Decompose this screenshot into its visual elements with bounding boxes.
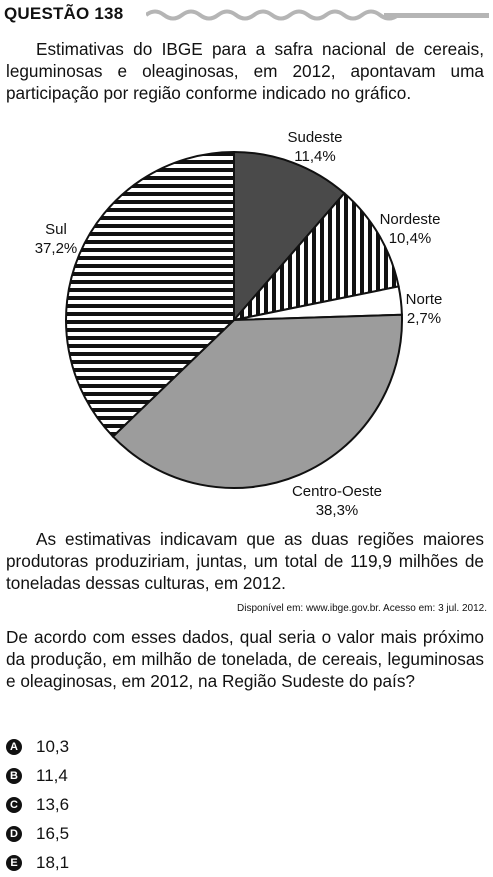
slice-label-sudeste: Sudeste: [287, 129, 342, 146]
option-d[interactable]: D 16,5: [6, 819, 69, 848]
slice-value-centro-oeste: 38,3%: [316, 502, 359, 519]
question-header: QUESTÃO 138: [4, 4, 489, 26]
slice-value-sudeste: 11,4%: [294, 148, 335, 165]
option-b-text: 11,4: [36, 765, 68, 785]
header-wave-decoration: [146, 9, 489, 21]
option-b-bullet: B: [6, 767, 22, 784]
intro-text: Estimativas do IBGE para a safra naciona…: [6, 39, 484, 103]
option-d-text: 16,5: [36, 823, 70, 843]
pie-slice-nordeste: [231, 191, 400, 322]
option-c-text: 13,6: [36, 794, 70, 814]
option-b[interactable]: B 11,4: [6, 761, 69, 790]
option-c[interactable]: C 13,6: [6, 790, 69, 819]
question-title: QUESTÃO 138: [4, 4, 124, 23]
option-e-text: 18,1: [36, 852, 70, 872]
after-chart-text: As estimativas indicavam que as duas reg…: [6, 529, 484, 593]
pie-slice-sul: [65, 150, 235, 438]
slice-value-nordeste: 10,4%: [389, 230, 432, 247]
slice-label-nordeste: Nordeste: [380, 211, 441, 228]
source-citation: Disponível em: www.ibge.gov.br. Acesso e…: [237, 603, 487, 614]
pie-chart: Sudeste 11,4% Nordeste 10,4% Norte 2,7% Centro…: [35, 129, 443, 519]
question-prompt: De acordo com esses dados, qual seria o …: [6, 627, 484, 691]
answer-options: A 10,3 B 11,4 C 13,6 D 16,5 E 18,1: [6, 732, 69, 877]
slice-label-norte: Norte: [406, 291, 443, 308]
slice-label-centro-oeste: Centro-Oeste: [292, 483, 382, 500]
slice-value-norte: 2,7%: [407, 310, 441, 327]
option-a[interactable]: A 10,3: [6, 732, 69, 761]
slice-label-sul: Sul: [45, 221, 67, 238]
option-c-bullet: C: [6, 796, 22, 813]
pie-slice-centro-oeste: [111, 313, 403, 489]
slice-value-sul: 37,2%: [35, 240, 78, 257]
option-e-bullet: E: [6, 854, 22, 871]
option-d-bullet: D: [6, 825, 22, 842]
pie-slice-sudeste: [233, 150, 346, 323]
option-a-text: 10,3: [36, 736, 70, 756]
option-e[interactable]: E 18,1: [6, 848, 69, 877]
option-a-bullet: A: [6, 738, 22, 755]
